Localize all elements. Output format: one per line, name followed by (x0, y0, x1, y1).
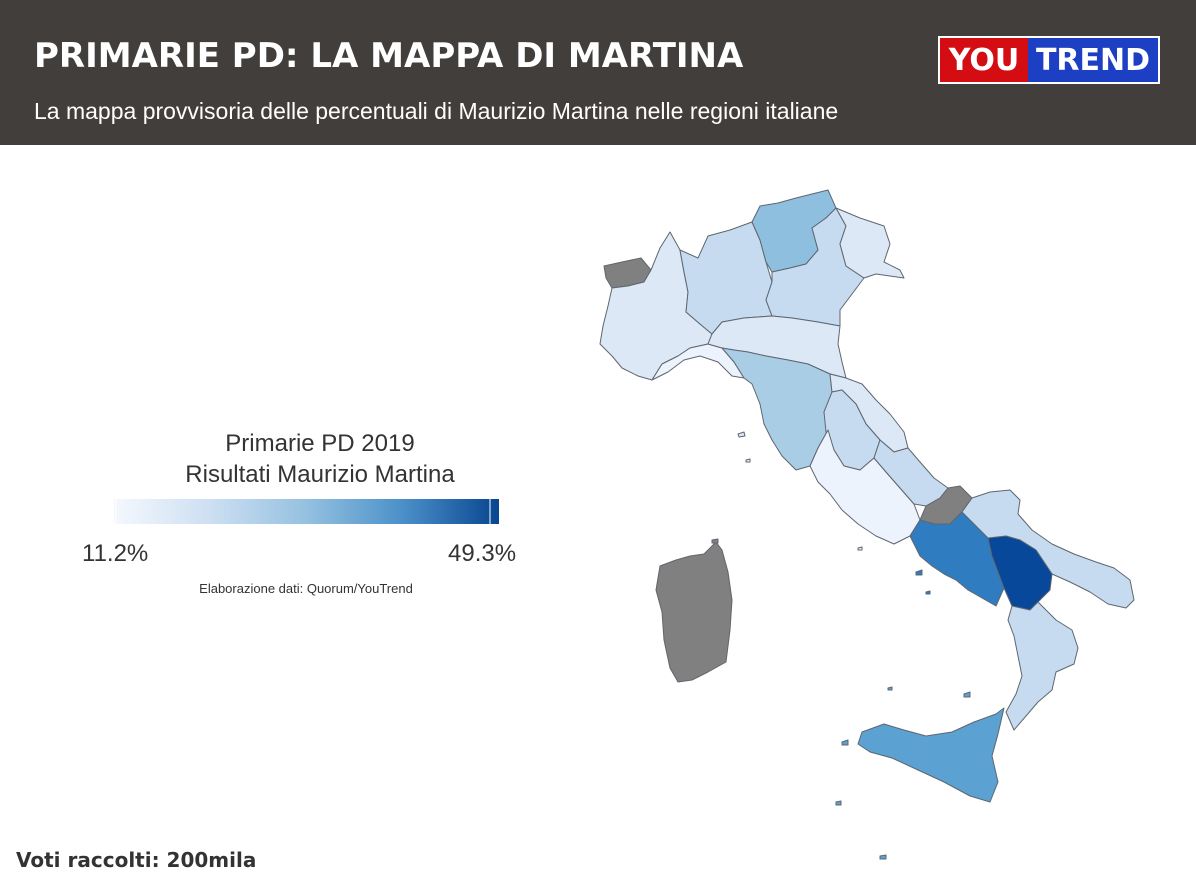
legend-min-label: 11.2% (82, 540, 149, 567)
island-lampedusa (879, 854, 887, 860)
island-eolie (963, 691, 971, 698)
logo-you: YOU (940, 38, 1028, 82)
island-ponza (857, 546, 863, 551)
legend-title-line1: Primarie PD 2019 (225, 430, 415, 457)
island-ischia (915, 569, 923, 576)
region-basilicata (987, 535, 1053, 611)
region-sardegna (655, 541, 733, 683)
region-friuli (835, 207, 905, 279)
legend-title-line2: Risultati Maurizio Martina (185, 461, 455, 488)
island-ustica (887, 686, 893, 691)
page-title: PRIMARIE PD: LA MAPPA DI MARTINA (34, 36, 744, 76)
island-capri (925, 590, 931, 595)
island-egadi (841, 739, 849, 746)
legend-gradient (114, 499, 499, 524)
header-bar: PRIMARIE PD: LA MAPPA DI MARTINA La mapp… (0, 0, 1196, 145)
island-elba (737, 431, 746, 438)
data-source: Elaborazione dati: Quorum/YouTrend (199, 581, 413, 596)
youtrend-logo: YOU TREND (938, 36, 1160, 84)
page-subtitle: La mappa provvisoria delle percentuali d… (34, 98, 839, 124)
region-sicilia (857, 707, 1005, 803)
island-pantelleria (835, 800, 842, 806)
votes-collected: Voti raccolti: 200mila (16, 848, 257, 872)
legend-max-label: 49.3% (448, 540, 517, 567)
region-calabria (1005, 601, 1079, 731)
island-maddalena (711, 538, 719, 544)
legend-color-scale (114, 499, 499, 524)
island-giglio (745, 458, 751, 463)
logo-trend: TREND (1028, 38, 1158, 82)
legend-title: Primarie PD 2019 Risultati Maurizio Mart… (110, 428, 530, 490)
